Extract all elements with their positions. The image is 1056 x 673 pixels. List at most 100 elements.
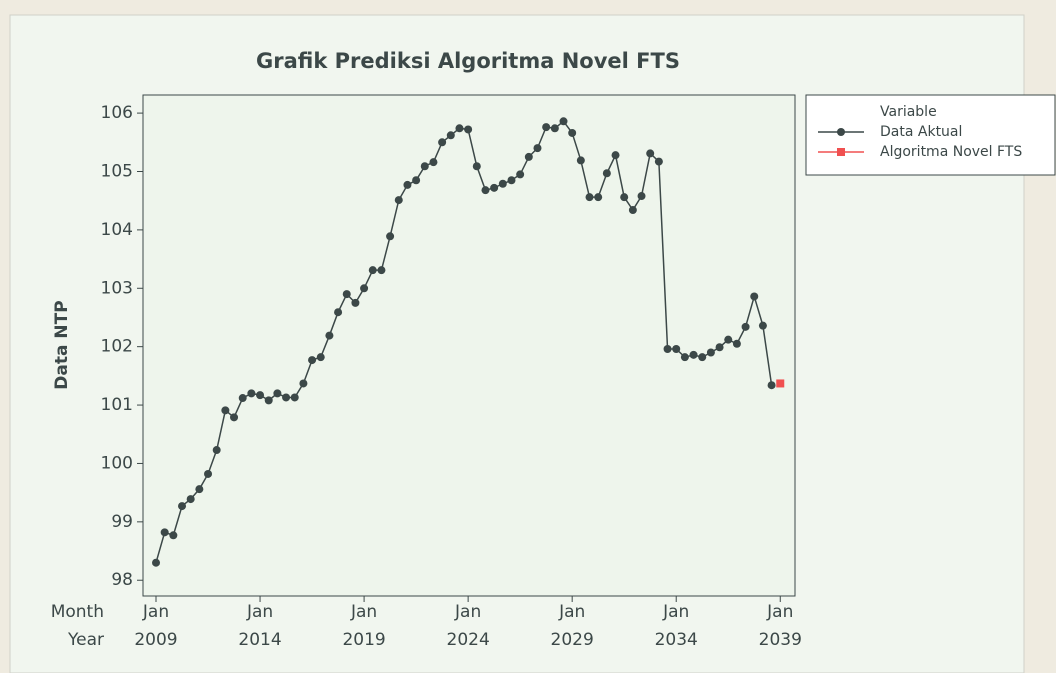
marker (351, 299, 359, 307)
marker (273, 389, 281, 397)
marker (161, 528, 169, 536)
marker (221, 406, 229, 414)
marker (612, 151, 620, 159)
marker (481, 186, 489, 194)
marker (742, 323, 750, 331)
x-tick-label: Jan (246, 602, 273, 622)
marker (282, 393, 290, 401)
marker (386, 232, 394, 240)
marker (325, 332, 333, 340)
marker (152, 559, 160, 567)
chart-title: Grafik Prediksi Algoritma Novel FTS (256, 49, 680, 73)
marker (724, 336, 732, 344)
plot-area (143, 95, 795, 596)
x-tick-label: Jan (142, 602, 169, 622)
marker (377, 266, 385, 274)
marker (594, 193, 602, 201)
marker (403, 181, 411, 189)
marker (299, 379, 307, 387)
marker (265, 396, 273, 404)
marker (195, 485, 203, 493)
marker (525, 153, 533, 161)
marker (655, 158, 663, 166)
x-tick-label: 2014 (238, 630, 281, 650)
marker (507, 176, 515, 184)
marker (542, 123, 550, 131)
marker (750, 292, 758, 300)
x-row-label: Month (51, 602, 104, 622)
marker (551, 124, 559, 132)
marker (629, 206, 637, 214)
marker (308, 356, 316, 364)
y-tick-label: 103 (101, 278, 133, 298)
marker (239, 394, 247, 402)
x-tick-label: 2029 (551, 630, 594, 650)
marker (360, 284, 368, 292)
marker (620, 193, 628, 201)
marker (499, 180, 507, 188)
marker (490, 184, 498, 192)
x-tick-label: Jan (350, 602, 377, 622)
y-tick-label: 105 (101, 161, 133, 181)
marker (733, 340, 741, 348)
marker (369, 266, 377, 274)
marker (169, 531, 177, 539)
x-tick-label: 2034 (655, 630, 698, 650)
marker (447, 131, 455, 139)
x-row-label: Year (67, 630, 104, 650)
y-tick-label: 100 (101, 453, 133, 473)
legend-marker (837, 128, 845, 136)
x-tick-label: Jan (454, 602, 481, 622)
marker (429, 158, 437, 166)
y-tick-label: 98 (111, 570, 133, 590)
marker (516, 170, 524, 178)
x-tick-label: 2039 (759, 630, 802, 650)
x-tick-label: Jan (558, 602, 585, 622)
legend-marker (837, 148, 845, 156)
marker (213, 446, 221, 454)
marker (759, 322, 767, 330)
marker (716, 343, 724, 351)
marker (247, 389, 255, 397)
y-tick-label: 104 (101, 220, 133, 240)
y-tick-label: 101 (101, 395, 133, 415)
marker (421, 162, 429, 170)
marker (291, 393, 299, 401)
marker (560, 117, 568, 125)
marker (681, 353, 689, 361)
marker (577, 156, 585, 164)
marker (568, 129, 576, 137)
chart: Grafik Prediksi Algoritma Novel FTS Data… (0, 0, 1056, 673)
y-tick-label: 102 (101, 337, 133, 357)
marker (204, 470, 212, 478)
legend-label: Data Aktual (880, 124, 962, 140)
marker (646, 149, 654, 157)
marker (672, 345, 680, 353)
marker (187, 495, 195, 503)
marker (603, 169, 611, 177)
marker (690, 351, 698, 359)
marker (412, 176, 420, 184)
marker (638, 192, 646, 200)
marker (178, 502, 186, 510)
marker (334, 308, 342, 316)
marker (586, 193, 594, 201)
x-tick-label: 2024 (447, 630, 490, 650)
legend-title: Variable (880, 104, 937, 120)
x-tick-label: Jan (766, 602, 793, 622)
marker (317, 353, 325, 361)
marker (776, 379, 784, 387)
marker (395, 196, 403, 204)
marker (664, 345, 672, 353)
marker (455, 124, 463, 132)
marker (464, 125, 472, 133)
marker (707, 349, 715, 357)
x-tick-label: 2009 (134, 630, 177, 650)
marker (256, 391, 264, 399)
y-tick-label: 106 (101, 103, 133, 123)
marker (438, 138, 446, 146)
marker (698, 353, 706, 361)
marker (230, 413, 238, 421)
y-axis-label: Data NTP (52, 300, 72, 389)
marker (533, 144, 541, 152)
